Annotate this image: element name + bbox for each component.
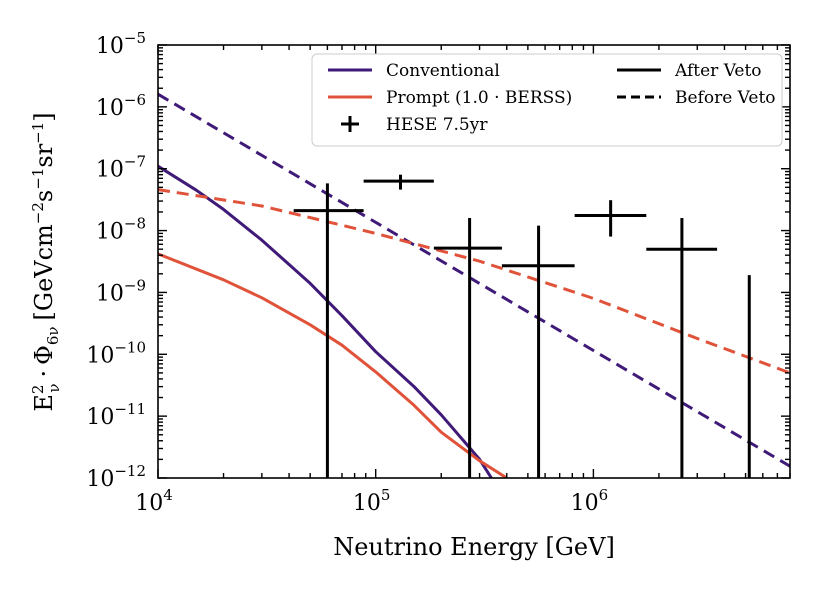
y-tick-label: 10−6	[96, 91, 146, 121]
hese-point-5	[646, 217, 718, 478]
y-axis-label: E2ν·Φ6ν[GeVcm−2s−1sr−1]	[29, 112, 63, 411]
ticks-layer	[157, 44, 791, 479]
x-tick-label: 105	[353, 486, 391, 516]
legend-label-after-veto: After Veto	[674, 61, 762, 81]
legend-label-prompt: Prompt (1.0 · BERSS)	[386, 88, 572, 108]
hese-point-0	[293, 183, 364, 478]
legend-label-before-veto: Before Veto	[675, 88, 776, 108]
hese-data-layer	[293, 174, 751, 478]
legend-label-conventional: Conventional	[386, 61, 500, 81]
tick-labels-layer: 104 105 106 10−12 10−11 10−10 10−9 10−8 10−7 10−6…	[86, 29, 608, 516]
series-line-prompt-before	[158, 188, 790, 375]
y-tick-label: 10−12	[86, 462, 146, 492]
series-line-conv-before	[158, 92, 790, 468]
hese-point-3	[501, 225, 575, 478]
series-line-conv-after	[158, 164, 493, 478]
y-tick-label: 10−10	[86, 338, 146, 368]
y-tick-label: 10−9	[96, 276, 146, 306]
x-tick-label: 106	[571, 486, 609, 516]
y-tick-label: 10−7	[96, 153, 146, 183]
hese-point-1	[363, 174, 434, 190]
plot-frame	[157, 44, 791, 479]
y-tick-label: 10−5	[96, 29, 146, 59]
series-layer	[158, 92, 790, 478]
y-tick-label: 10−8	[96, 215, 146, 245]
legend-label-hese: HESE 7.5yr	[386, 115, 488, 135]
legend-swatch-hese	[341, 116, 359, 132]
x-tick-label: 104	[135, 486, 173, 516]
legend-box	[311, 53, 783, 147]
y-tick-label: 10−11	[86, 400, 146, 430]
hese-point-4	[574, 200, 647, 237]
hese-point-2	[433, 217, 502, 478]
series-line-prompt-after	[158, 252, 508, 478]
x-axis-label: Neutrino Energy [GeV]	[333, 533, 615, 561]
legend: Conventional Prompt (1.0 · BERSS) HESE 7…	[311, 53, 783, 147]
